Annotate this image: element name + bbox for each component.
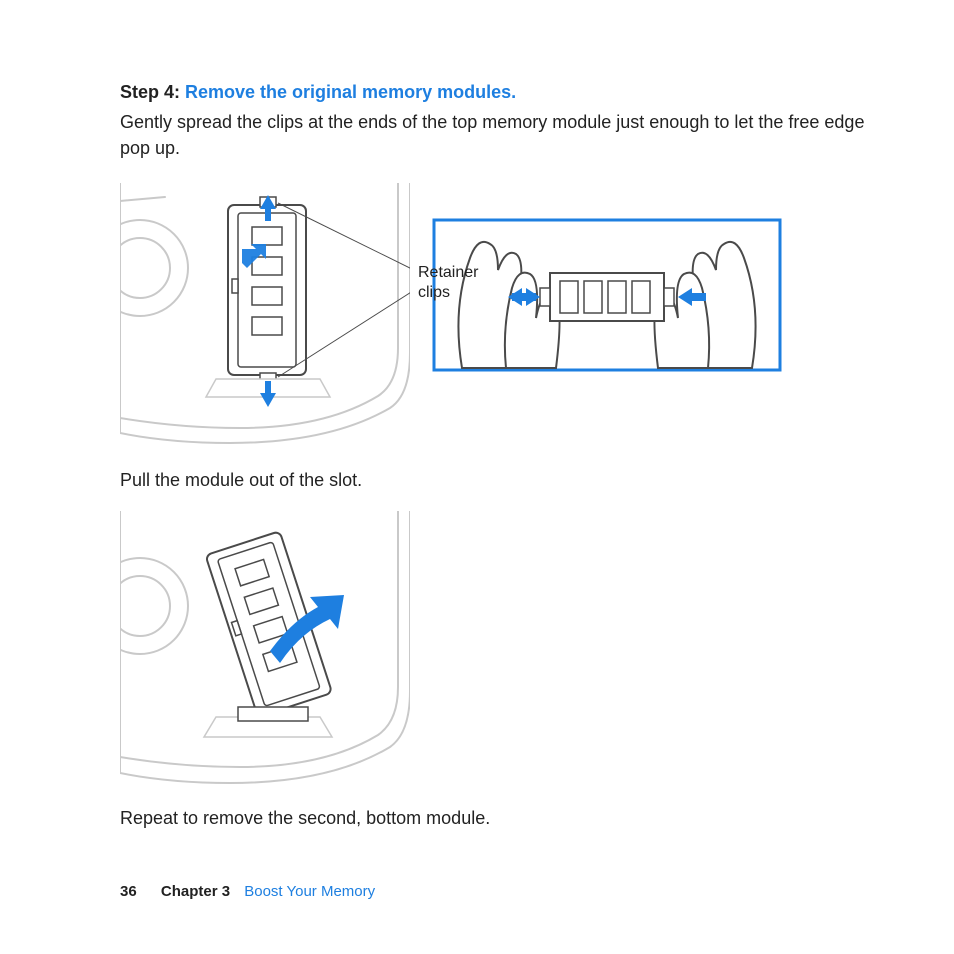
step-heading: Step 4: Remove the original memory modul… [120,80,889,105]
paragraph-1: Gently spread the clips at the ends of t… [120,109,889,161]
page: Step 4: Remove the original memory modul… [0,0,954,954]
page-number: 36 [120,883,137,900]
page-footer: 36 Chapter 3 Boost Your Memory [120,883,375,900]
paragraph-3: Repeat to remove the second, bottom modu… [120,805,889,831]
callout-retainer-clips: Retainer clips [418,263,508,303]
callout-line1: Retainer [418,264,478,281]
callout-line2: clips [418,284,450,301]
step-label: Step 4: [120,82,185,102]
figure-pull-module [120,511,410,791]
step-title: Remove the original memory modules. [185,82,516,102]
chapter-title: Boost Your Memory [244,883,375,900]
chapter-label: Chapter 3 [161,883,230,900]
figure-retainer-clips: Retainer clips [120,183,410,453]
paragraph-2: Pull the module out of the slot. [120,467,889,493]
figure-hands-spread [432,218,782,388]
